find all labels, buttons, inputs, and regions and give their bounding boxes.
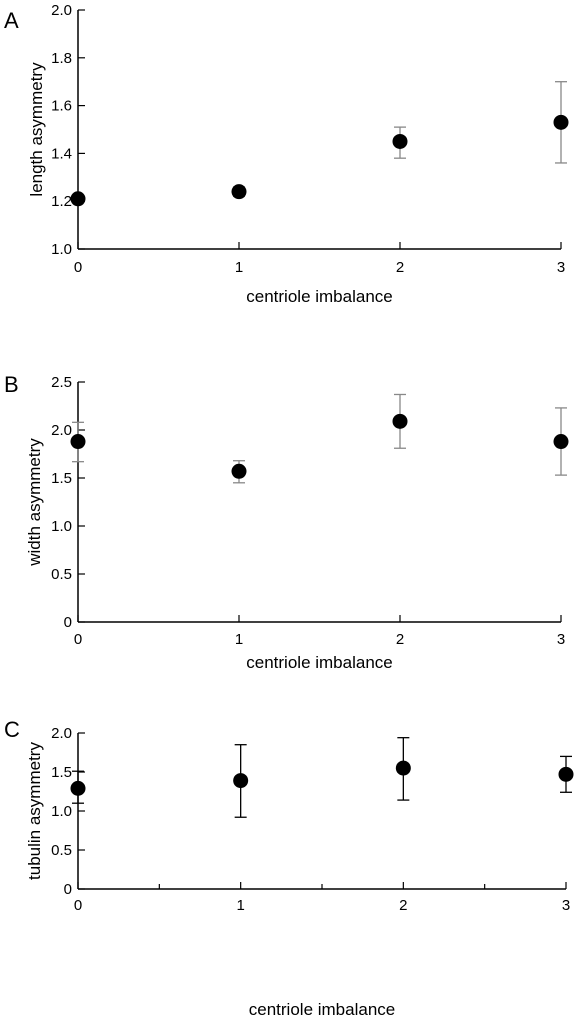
- x-tick-label: 1: [235, 259, 243, 276]
- y-tick-label: 1.4: [51, 145, 72, 162]
- data-point: [392, 413, 408, 429]
- y-tick-label: 0: [64, 614, 72, 631]
- panel-letter: B: [4, 372, 19, 397]
- y-tick-label: 0: [64, 881, 72, 898]
- data-point: [231, 463, 247, 479]
- y-axis-title: tubulin asymmetry: [25, 742, 44, 880]
- x-axis-title: centriole imbalance: [249, 1000, 395, 1019]
- x-axis-title: centriole imbalance: [246, 653, 392, 672]
- y-tick-label: 2.0: [51, 725, 72, 742]
- y-axis-title: length asymmetry: [27, 62, 46, 197]
- y-tick-label: 2.5: [51, 374, 72, 391]
- x-tick-label: 1: [235, 631, 243, 648]
- panel-a: 1.0 1.2 1.4 1.6 1.8 2.0 0 1 2 3 centriole imbalanc…: [4, 2, 569, 306]
- y-tick-label: 0.5: [51, 566, 72, 583]
- y-tick-label: 1.8: [51, 50, 72, 67]
- data-point: [395, 760, 411, 776]
- y-tick-label: 1.0: [51, 241, 72, 258]
- data-point: [558, 766, 574, 782]
- y-tick-label: 1.5: [51, 764, 72, 781]
- x-tick-label: 2: [399, 897, 407, 914]
- y-tick-label: 1.5: [51, 470, 72, 487]
- y-axis-title: width asymmetry: [25, 438, 44, 567]
- data-point: [553, 434, 569, 450]
- x-tick-label: 1: [236, 897, 244, 914]
- x-tick-label: 3: [562, 897, 570, 914]
- y-tick-label: 2.0: [51, 2, 72, 19]
- y-tick-label: 1.0: [51, 518, 72, 535]
- y-tick-label: 2.0: [51, 422, 72, 439]
- y-tick-label: 1.6: [51, 98, 72, 115]
- x-tick-label: 2: [396, 259, 404, 276]
- x-tick-label: 3: [557, 631, 565, 648]
- y-tick-label: 1.0: [51, 803, 72, 820]
- x-tick-label: 0: [74, 631, 82, 648]
- x-axis-title: centriole imbalance: [246, 287, 392, 306]
- panel-letter: C: [4, 717, 20, 742]
- data-point: [70, 191, 86, 207]
- y-tick-label: 0.5: [51, 842, 72, 859]
- data-point: [70, 780, 86, 796]
- data-point: [231, 184, 247, 200]
- data-point: [233, 773, 249, 789]
- data-point: [392, 133, 408, 149]
- x-tick-label: 2: [396, 631, 404, 648]
- x-tick-label: 0: [74, 897, 82, 914]
- panel-c: 0 0.5 1.0 1.5 2.0 0 1 2 3 centriole imbalance tubu…: [4, 717, 574, 1019]
- panel-b: 0 0.5 1.0 1.5 2.0 2.5 0 1 2 3 centriole imbalance w…: [4, 372, 569, 672]
- x-tick-label: 3: [557, 259, 565, 276]
- data-point: [553, 114, 569, 130]
- x-tick-label: 0: [74, 259, 82, 276]
- panel-letter: A: [4, 8, 19, 33]
- data-point: [70, 434, 86, 450]
- y-tick-label: 1.2: [51, 193, 72, 210]
